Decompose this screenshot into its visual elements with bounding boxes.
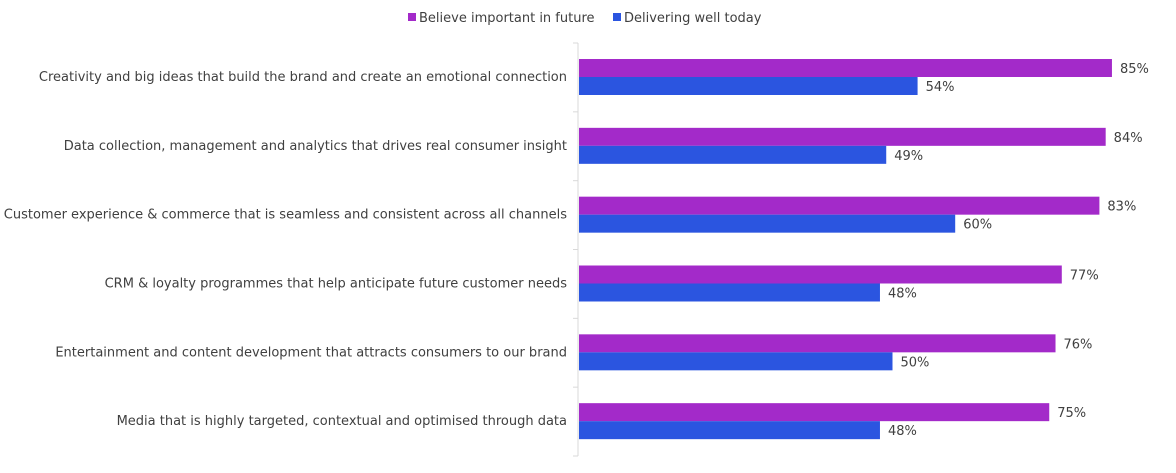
data-label-0-5: 75% — [1057, 406, 1086, 421]
category-label: CRM & loyalty programmes that help antic… — [105, 277, 568, 292]
bar-0-1 — [579, 127, 1106, 146]
bar-0-4 — [579, 334, 1056, 353]
data-label-1-3: 48% — [888, 287, 917, 302]
data-labels: 85% 54% 84% 49% 83% 60% 77% 48% 76% 50% 75% 48% — [888, 62, 1149, 439]
data-label-1-1: 49% — [894, 149, 923, 164]
category-label: Creativity and big ideas that build the … — [39, 70, 567, 85]
category-axis — [573, 42, 579, 457]
data-label-0-2: 83% — [1107, 200, 1136, 215]
data-label-1-2: 60% — [963, 218, 992, 233]
data-label-0-0: 85% — [1120, 62, 1149, 77]
bar-1-0 — [579, 77, 918, 95]
bar-0-3 — [579, 265, 1062, 284]
data-label-0-1: 84% — [1114, 131, 1143, 146]
bar-1-2 — [579, 214, 956, 233]
category-label: Data collection, management and analytic… — [64, 139, 567, 154]
data-label-1-5: 48% — [888, 424, 917, 439]
bar-1-3 — [579, 283, 880, 302]
bar-0-0 — [579, 59, 1112, 77]
data-label-1-4: 50% — [901, 355, 930, 370]
data-label-1-0: 54% — [926, 80, 955, 95]
bar-1-5 — [579, 421, 880, 440]
category-labels: Creativity and big ideas that build the … — [4, 70, 567, 429]
bar-0-2 — [579, 196, 1100, 215]
bar-0-5 — [579, 403, 1050, 422]
category-label: Customer experience & commerce that is s… — [4, 208, 567, 223]
bars — [579, 59, 1112, 440]
category-label: Entertainment and content development th… — [55, 345, 567, 360]
legend-label-0: Believe important in future — [419, 11, 595, 26]
bar-1-1 — [579, 145, 887, 164]
legend: Believe important in future Delivering we… — [408, 11, 762, 26]
category-label: Media that is highly targeted, contextua… — [117, 414, 567, 429]
data-label-0-4: 76% — [1064, 337, 1093, 352]
bar-1-4 — [579, 352, 893, 371]
legend-swatch-1 — [613, 13, 621, 21]
legend-swatch-0 — [408, 13, 416, 21]
legend-label-1: Delivering well today — [624, 11, 762, 26]
data-label-0-3: 77% — [1070, 269, 1099, 284]
